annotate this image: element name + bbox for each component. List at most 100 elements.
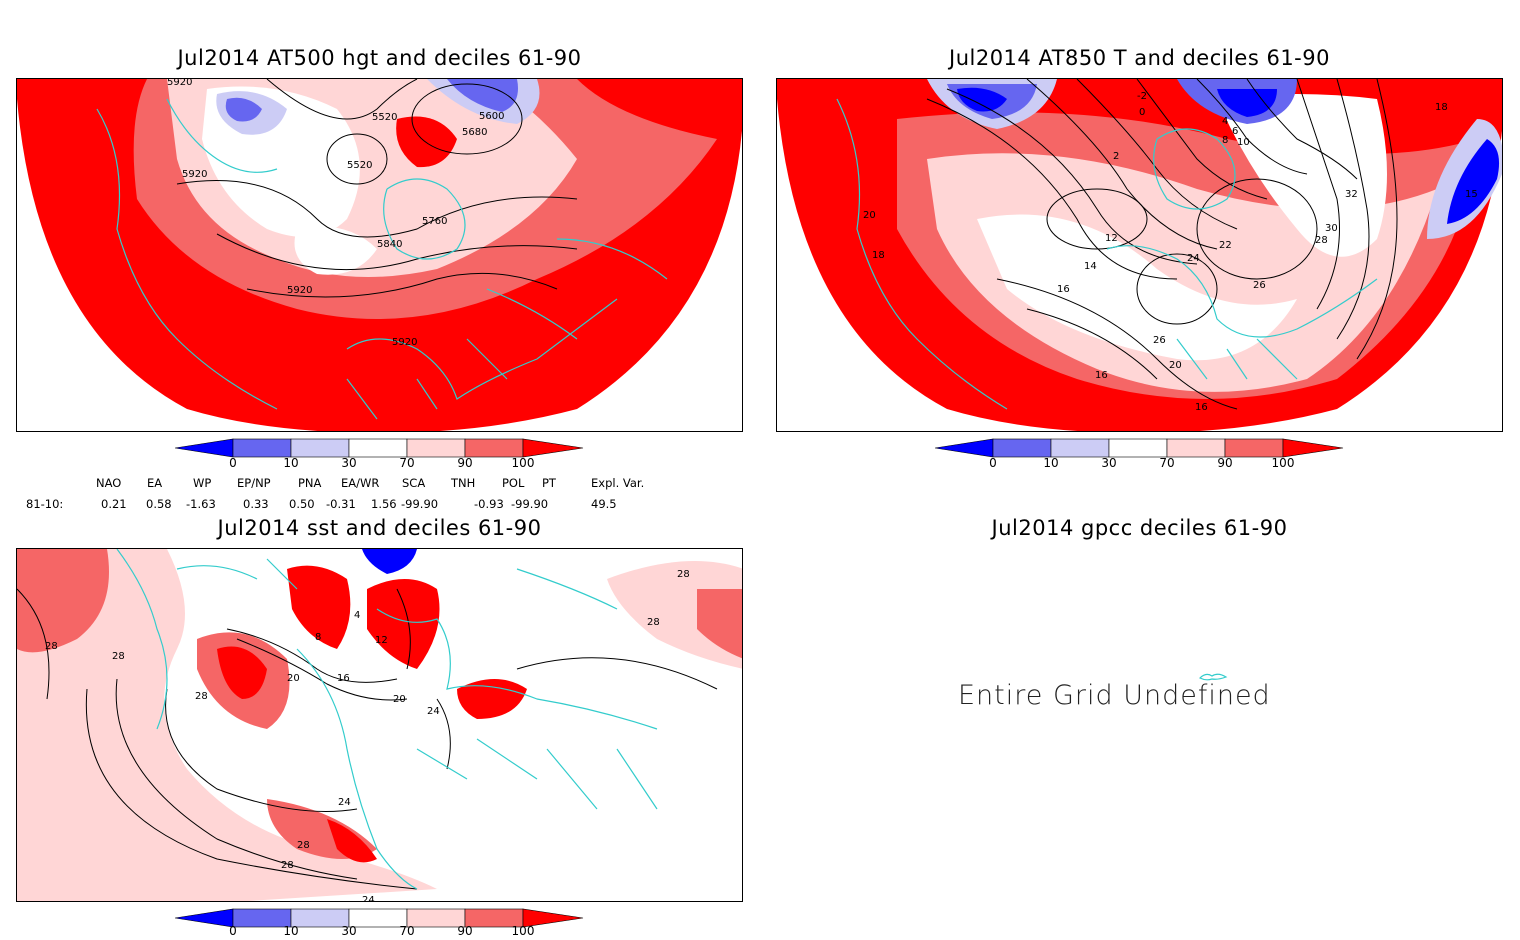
colorbar-tick: 0	[229, 924, 237, 938]
index-header: EP/NP	[237, 476, 271, 490]
panel4-title: Jul2014 gpcc deciles 61-90	[991, 516, 1288, 540]
p2-label: 28	[1315, 235, 1328, 246]
index-row-label: 81-10:	[26, 497, 64, 511]
panel2-map: -2 0 2 4 6 8 10 12 14 16 16 16 18 18 20 …	[776, 78, 1503, 432]
colorbar-tick: 10	[283, 924, 299, 938]
p3-label: 20	[287, 673, 300, 684]
p1-white-area2	[294, 226, 377, 275]
p2-label: -2	[1137, 91, 1147, 102]
p2-label: 20	[1169, 360, 1182, 371]
p1-label: 5920	[392, 337, 417, 348]
index-value: -1.63	[186, 497, 216, 511]
panel3-title: Jul2014 sst and deciles 61-90	[217, 516, 542, 540]
panel2-title: Jul2014 AT850 T and deciles 61-90	[949, 46, 1330, 70]
p2-label: 18	[1435, 102, 1448, 113]
p3-strong-red-area2	[327, 819, 377, 863]
panel2-map-svg: -2 0 2 4 6 8 10 12 14 16 16 16 18 18 20 …	[777, 79, 1502, 431]
panel3-map: 4 8 12 16 20 20 24 24 24 28 28 28 28 28 …	[16, 548, 743, 902]
p3-label: 24	[427, 706, 440, 717]
index-value: 49.5	[591, 497, 617, 511]
colorbar-tick: 100	[1271, 456, 1295, 470]
p3-label: 24	[362, 895, 375, 902]
p2-contour-labels: -2 0 2 4 6 8 10 12 14 16 16 16 18 18 20 …	[863, 91, 1478, 413]
p3-label: 28	[281, 860, 294, 871]
p3-label: 28	[112, 651, 125, 662]
p2-label: 26	[1253, 280, 1266, 291]
index-header: WP	[193, 476, 212, 490]
p1-mid-blue-area2	[447, 79, 518, 112]
p2-label: 14	[1084, 261, 1097, 272]
p2-label: 0	[1139, 107, 1145, 118]
colorbar-3-svg	[174, 908, 584, 928]
p2-coastlines	[836, 98, 1378, 410]
p2-label: 10	[1237, 137, 1250, 148]
p3-label: 8	[315, 632, 321, 643]
p3-label: 28	[195, 691, 208, 702]
p3-strong-red-area3	[287, 565, 351, 649]
undefined-grid-message: Entire Grid Undefined	[958, 680, 1271, 711]
p1-label: 5760	[422, 216, 447, 227]
index-value: 0.21	[101, 497, 127, 511]
p3-mid-red-area	[17, 549, 109, 653]
panel1-title: Jul2014 AT500 hgt and deciles 61-90	[177, 46, 582, 70]
p3-light-red-area2	[607, 561, 742, 669]
p1-strong-red-area	[396, 116, 457, 168]
p3-label: 12	[375, 635, 388, 646]
colorbar-tick: 30	[341, 924, 357, 938]
index-value: 0.58	[146, 497, 172, 511]
panel1-map-svg: 5520 5520 5600 5680 5760 5840 5920 5920 …	[17, 79, 742, 431]
index-value: 0.33	[243, 497, 269, 511]
p2-label: 18	[872, 250, 885, 261]
colorbar-tick: 0	[989, 456, 997, 470]
colorbar-3: 0 10 30 70 90 100	[174, 908, 585, 940]
colorbar-tick: 0	[229, 456, 237, 470]
p2-label: 4	[1222, 116, 1228, 127]
panel3-map-svg: 4 8 12 16 20 20 24 24 24 28 28 28 28 28 …	[17, 549, 742, 902]
p1-label: 5920	[167, 79, 192, 88]
index-header: SCA	[402, 476, 426, 490]
p1-coastlines	[96, 98, 668, 420]
p2-label: 26	[1153, 335, 1166, 346]
p3-strong-red-area5	[457, 679, 527, 719]
p3-label: 28	[647, 617, 660, 628]
p2-label: 6	[1232, 126, 1238, 137]
p2-label: 30	[1325, 223, 1338, 234]
index-header: NAO	[96, 476, 122, 490]
colorbar-tick: 70	[1159, 456, 1175, 470]
index-value: 0.50	[289, 497, 315, 511]
index-header: PNA	[298, 476, 322, 490]
p3-mid-red-area4	[697, 589, 742, 659]
p3-label: 4	[354, 610, 360, 621]
index-header: EA/WR	[341, 476, 380, 490]
index-header: Expl. Var.	[591, 476, 645, 490]
p1-mid-blue-area	[225, 97, 262, 122]
p1-label: 5840	[377, 239, 402, 250]
p1-label: 5520	[372, 112, 397, 123]
colorbar-tick: 90	[457, 924, 473, 938]
colorbar-tick: 70	[399, 456, 415, 470]
colorbar-tick: 10	[283, 456, 299, 470]
p1-label: 5520	[347, 160, 372, 171]
index-header: EA	[147, 476, 163, 490]
colorbar-tick: 70	[399, 924, 415, 938]
p3-label: 16	[337, 673, 350, 684]
p2-label: 2	[1113, 151, 1119, 162]
colorbar-tick: 90	[457, 456, 473, 470]
index-value: -0.93	[474, 497, 504, 511]
p1-contours	[176, 79, 578, 298]
index-value: -0.31	[326, 497, 356, 511]
index-header: PT	[542, 476, 556, 490]
p2-label: 16	[1057, 284, 1070, 295]
colorbar-1: 0 10 30 70 90 100	[174, 438, 585, 478]
index-header: POL	[502, 476, 525, 490]
colorbar-2-svg	[934, 438, 1344, 458]
p2-label: 8	[1222, 135, 1228, 146]
p1-label: 5600	[479, 111, 504, 122]
p2-contours	[926, 79, 1398, 410]
p3-coastlines	[116, 549, 658, 890]
p2-label: 24	[1187, 253, 1200, 264]
p2-strong-blue-area3	[1447, 139, 1500, 224]
p2-label: 32	[1345, 189, 1358, 200]
p2-label: 12	[1105, 233, 1118, 244]
panel4-island-glyph	[1198, 673, 1228, 681]
